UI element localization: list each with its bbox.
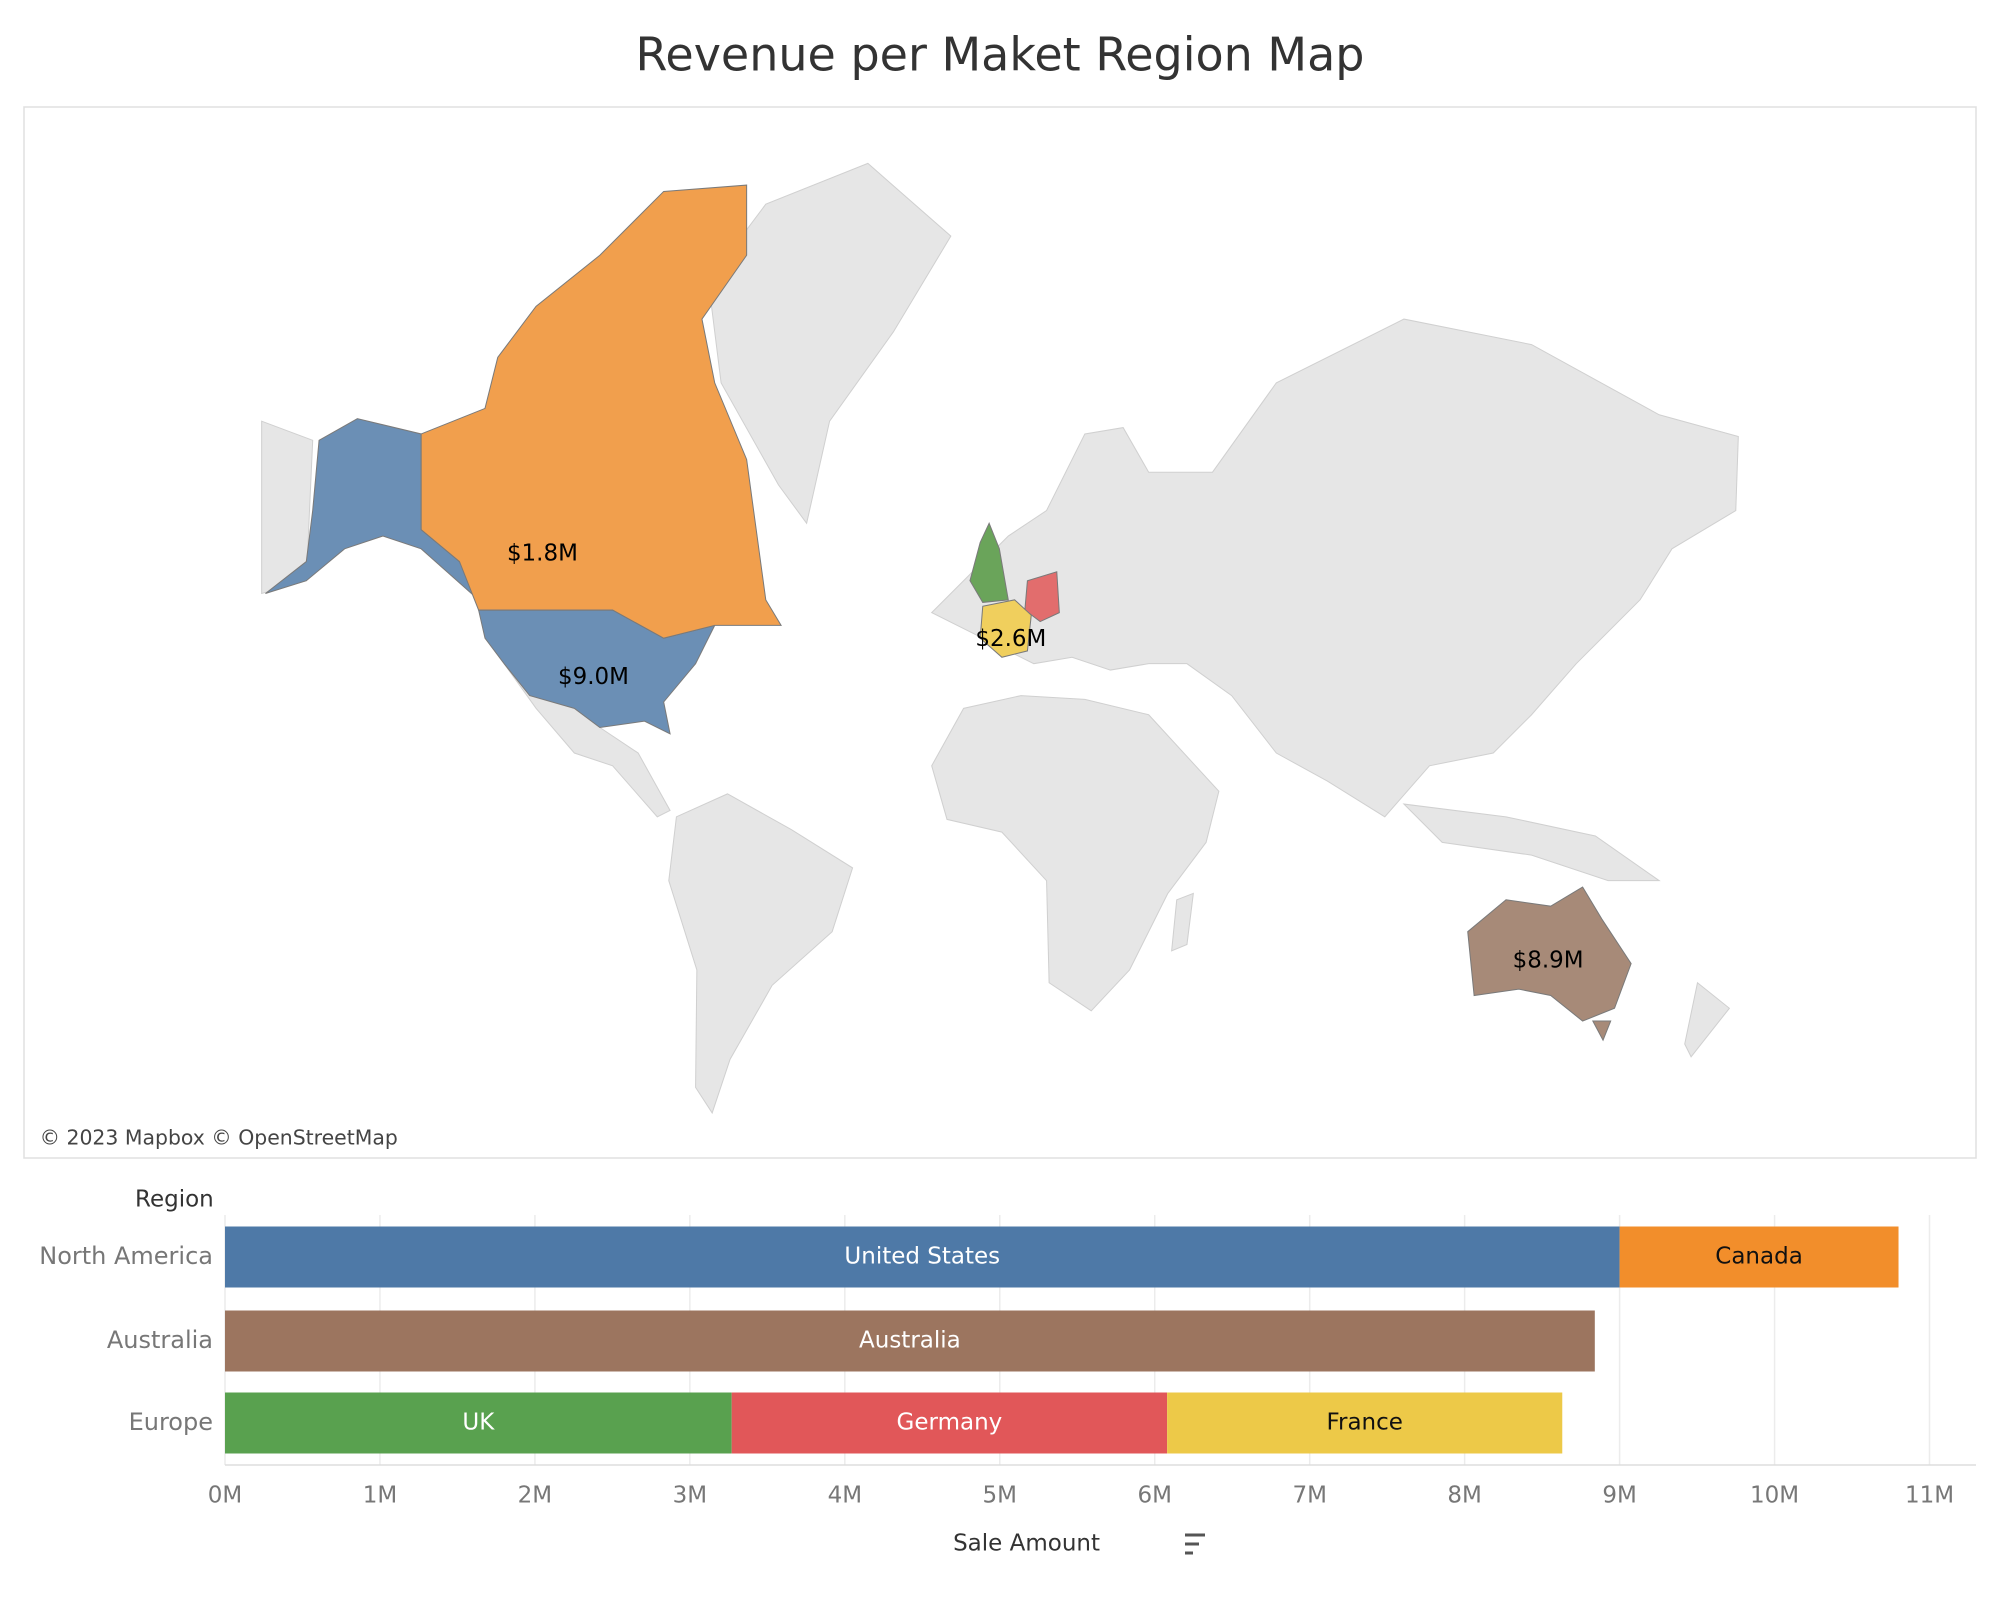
y-axis-title: Region xyxy=(135,1187,214,1213)
x-tick-label: 4M xyxy=(828,1483,862,1509)
x-tick-label: 8M xyxy=(1447,1483,1481,1509)
region-shape xyxy=(1467,886,1632,1042)
map-attribution: © 2023 Mapbox © OpenStreetMap xyxy=(40,1125,398,1149)
region-shape xyxy=(420,184,782,639)
attribution-bg xyxy=(33,1124,386,1153)
bar-segment xyxy=(225,1226,1620,1288)
sort-icon[interactable] xyxy=(1185,1533,1205,1555)
x-tick-label: 2M xyxy=(518,1483,552,1509)
region-shape xyxy=(979,599,1032,658)
x-tick-label: 3M xyxy=(673,1483,707,1509)
segment-label: UK xyxy=(462,1410,495,1436)
segment-label: United States xyxy=(844,1244,1000,1270)
land xyxy=(1684,981,1731,1058)
map-value-label: $1.8M xyxy=(507,540,578,566)
y-tick-label: Europe xyxy=(129,1408,213,1436)
x-tick-label: 11M xyxy=(1905,1483,1954,1509)
region-shape xyxy=(1024,571,1060,623)
bar-segment xyxy=(731,1392,1168,1454)
land xyxy=(1171,892,1194,952)
map-value-label: $8.9M xyxy=(1513,948,1584,974)
map: $9.0M $1.8M $2.6M $8.9M © 2023 Mapbox © … xyxy=(33,162,1739,1153)
map-value-label: $2.6M xyxy=(975,626,1046,652)
bar-segment xyxy=(225,1310,1595,1372)
x-tick-label: 0M xyxy=(208,1483,242,1509)
x-tick-label: 10M xyxy=(1750,1483,1799,1509)
segment-label: Germany xyxy=(897,1410,1003,1436)
land xyxy=(1402,803,1661,882)
segment-label: Australia xyxy=(859,1328,961,1354)
x-tick-label: 6M xyxy=(1137,1483,1171,1509)
x-tick-label: 9M xyxy=(1602,1483,1636,1509)
bar-segment xyxy=(225,1392,732,1454)
x-tick-label: 5M xyxy=(983,1483,1017,1509)
segment-label: Canada xyxy=(1715,1244,1803,1270)
land xyxy=(931,695,1220,1012)
y-tick-label: Australia xyxy=(107,1326,213,1354)
segment-label: France xyxy=(1326,1410,1402,1436)
map-value-label: $9.0M xyxy=(558,664,629,690)
land xyxy=(668,793,854,1115)
region-shape xyxy=(969,521,1009,603)
x-axis-title: Sale Amount xyxy=(953,1531,1100,1557)
y-tick-label: North America xyxy=(39,1242,213,1270)
x-tick-label: 7M xyxy=(1292,1483,1326,1509)
x-tick-label: 1M xyxy=(363,1483,397,1509)
land xyxy=(930,318,1739,818)
land xyxy=(707,162,952,525)
bar-segment xyxy=(1619,1226,1899,1288)
bar-segment xyxy=(1167,1392,1563,1454)
dashboard-title: Revenue per Maket Region Map xyxy=(636,28,1365,82)
